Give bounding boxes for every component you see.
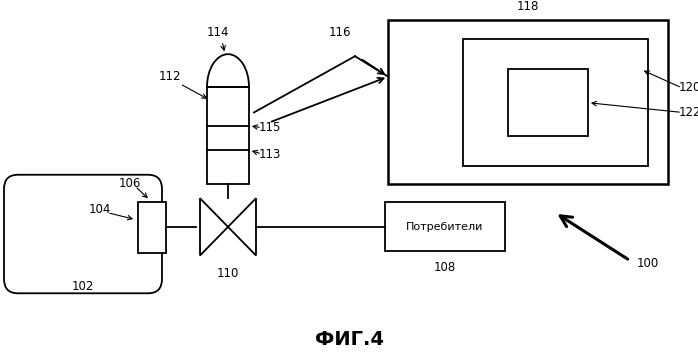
FancyBboxPatch shape (4, 175, 162, 293)
Polygon shape (228, 198, 256, 256)
Text: 110: 110 (217, 268, 239, 281)
Polygon shape (200, 198, 228, 256)
Text: 104: 104 (89, 203, 111, 216)
Bar (207, 87, 249, 184)
Bar (463, 39, 648, 165)
Text: 122: 122 (678, 106, 698, 119)
Text: 108: 108 (434, 261, 456, 274)
Text: 115: 115 (259, 121, 281, 134)
Text: 112: 112 (158, 70, 181, 83)
Text: 102: 102 (72, 279, 94, 293)
Text: 120: 120 (679, 81, 698, 94)
Text: 114: 114 (207, 26, 229, 39)
Text: 100: 100 (637, 257, 659, 270)
Text: 116: 116 (329, 26, 351, 39)
Text: Потребители: Потребители (406, 222, 484, 232)
Bar (388, 20, 668, 184)
Bar (508, 69, 588, 136)
Text: ФИГ.4: ФИГ.4 (315, 330, 383, 349)
Bar (138, 202, 166, 253)
Bar (385, 202, 505, 251)
Text: 113: 113 (259, 147, 281, 161)
Text: 118: 118 (517, 0, 539, 13)
Text: 106: 106 (119, 177, 141, 190)
